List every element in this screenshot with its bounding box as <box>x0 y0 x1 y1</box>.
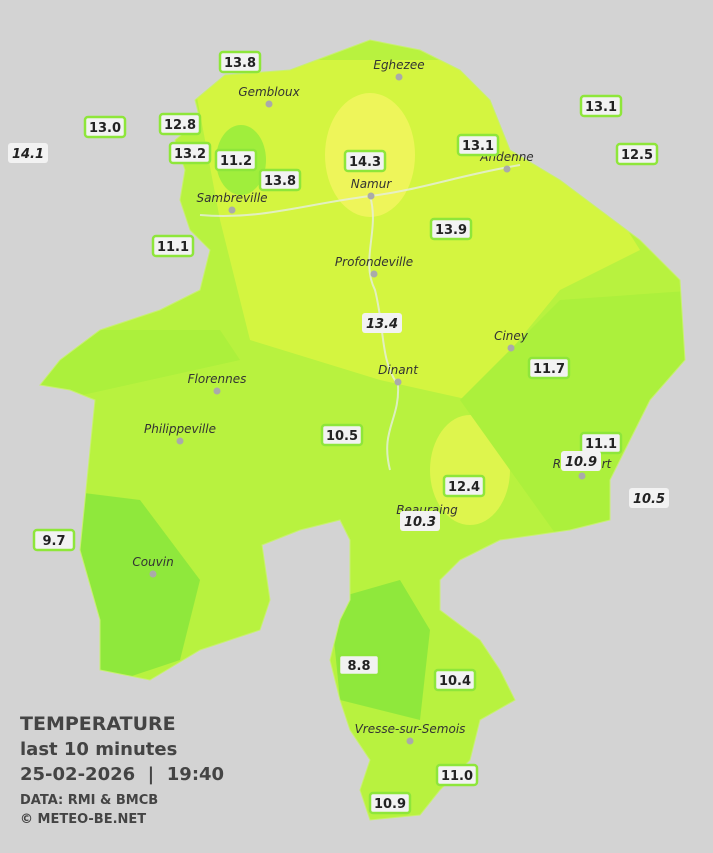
station-value: 11.7 <box>533 362 565 377</box>
station-value: 14.3 <box>349 155 381 170</box>
town-label: Eghezee <box>373 58 424 72</box>
station-box <box>343 149 387 173</box>
town-label: Couvin <box>132 555 173 569</box>
station-value: 13.0 <box>89 121 121 136</box>
station-box <box>337 653 381 677</box>
town-dot <box>265 100 273 108</box>
station-box <box>320 423 364 447</box>
station-box <box>435 763 479 787</box>
station-value: 9.7 <box>42 534 65 549</box>
station-box <box>258 168 302 192</box>
station-box <box>400 511 440 531</box>
station-box <box>368 791 412 815</box>
legend-timestamp: 25-02-2026 | 19:40 <box>20 764 224 785</box>
towns: EghezeeGemblouxNamurAndenneSambrevillePr… <box>132 58 613 745</box>
station-value: 10.9 <box>565 455 597 470</box>
station-value: 11.1 <box>157 240 189 255</box>
station-value: 13.8 <box>264 174 296 189</box>
station-value: 13.8 <box>224 56 256 71</box>
station-value: 10.3 <box>404 515 436 530</box>
town-dot <box>176 437 184 445</box>
station-value: 10.9 <box>374 797 406 812</box>
town-dot <box>394 378 402 386</box>
station-box <box>218 50 262 74</box>
town-dot <box>149 570 157 578</box>
town-dot <box>578 472 586 480</box>
station-box <box>168 141 212 165</box>
town-label: Dinant <box>378 363 419 377</box>
town-dot <box>507 344 515 352</box>
town-label: Namur <box>351 177 393 191</box>
station-value: 10.5 <box>326 429 358 444</box>
town-dot <box>406 737 414 745</box>
station-box <box>442 474 486 498</box>
station-value: 11.0 <box>441 769 473 784</box>
town-label: Gembloux <box>238 85 300 99</box>
town-dot <box>503 165 511 173</box>
station-value: 11.2 <box>220 154 252 169</box>
town-dot <box>367 192 375 200</box>
station-box <box>615 142 659 166</box>
station-value: 10.5 <box>633 492 665 507</box>
station-value: 12.5 <box>621 148 653 163</box>
town-label: Philippeville <box>144 422 216 436</box>
town-label: Vresse-sur-Semois <box>355 722 466 736</box>
station-box <box>433 668 477 692</box>
town-dot <box>370 270 378 278</box>
station-box <box>429 217 473 241</box>
station-box <box>83 115 127 139</box>
station-box <box>456 133 500 157</box>
station-value: 13.1 <box>462 139 494 154</box>
town-dot <box>395 73 403 81</box>
town-label: Sambreville <box>196 191 267 205</box>
legend: TEMPERATURE last 10 minutes 25-02-2026 |… <box>20 713 224 827</box>
station-box <box>158 112 202 136</box>
legend-credit: © METEO-BE.NET <box>20 812 146 827</box>
station-box <box>214 148 258 172</box>
town-label: Ciney <box>494 329 529 343</box>
town-dot <box>213 387 221 395</box>
station-value: 13.1 <box>585 100 617 115</box>
station-value: 13.4 <box>366 317 398 332</box>
legend-title: TEMPERATURE <box>20 713 176 735</box>
station-box <box>579 431 623 455</box>
town-label: Florennes <box>188 372 247 386</box>
town-label: Profondeville <box>335 255 413 269</box>
station-box <box>8 143 48 163</box>
station-value: 13.2 <box>174 147 206 162</box>
station-box <box>362 313 402 333</box>
station-box <box>527 356 571 380</box>
station-box <box>32 528 76 552</box>
town-dot <box>228 206 236 214</box>
station-box <box>629 488 669 508</box>
station-value: 11.1 <box>585 437 617 452</box>
province-outline <box>39 39 686 821</box>
station-value: 8.8 <box>347 659 370 674</box>
legend-source: DATA: RMI & BMCB <box>20 793 158 808</box>
station-box <box>561 451 601 471</box>
station-box <box>579 94 623 118</box>
station-value: 10.4 <box>439 674 471 689</box>
station-value: 13.9 <box>435 223 467 238</box>
stations: 13.8 13.0 12.8 14.1 13.2 11.2 13.8 14.3 13.1 13.1… <box>8 50 669 815</box>
station-value: 12.4 <box>448 480 480 495</box>
station-value: 12.8 <box>164 118 196 133</box>
station-box <box>151 234 195 258</box>
legend-subtitle: last 10 minutes <box>20 739 177 760</box>
station-value: 14.1 <box>12 147 44 162</box>
